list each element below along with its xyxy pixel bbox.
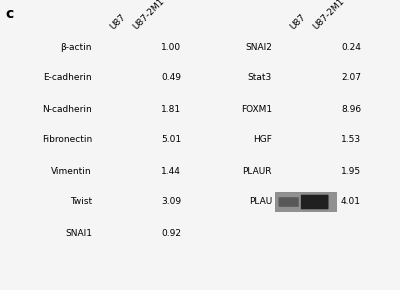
- Text: U87: U87: [289, 12, 308, 31]
- Text: U87-2M1: U87-2M1: [131, 0, 166, 31]
- FancyBboxPatch shape: [302, 101, 328, 117]
- Text: Stat3: Stat3: [248, 73, 272, 82]
- Text: 3.09: 3.09: [161, 197, 181, 206]
- Bar: [95, 68, 157, 88]
- FancyBboxPatch shape: [305, 134, 328, 146]
- Text: 0.92: 0.92: [161, 229, 181, 238]
- FancyBboxPatch shape: [305, 72, 328, 84]
- FancyBboxPatch shape: [128, 72, 147, 84]
- Bar: [275, 161, 337, 181]
- Bar: [95, 99, 157, 119]
- FancyBboxPatch shape: [278, 73, 299, 83]
- Text: 0.24: 0.24: [341, 43, 361, 52]
- FancyBboxPatch shape: [304, 165, 329, 177]
- FancyBboxPatch shape: [98, 135, 119, 145]
- FancyBboxPatch shape: [98, 164, 121, 178]
- FancyBboxPatch shape: [278, 197, 299, 207]
- FancyBboxPatch shape: [100, 197, 121, 207]
- Text: β-actin: β-actin: [60, 43, 92, 52]
- FancyBboxPatch shape: [279, 41, 302, 53]
- FancyBboxPatch shape: [124, 132, 150, 148]
- Text: 0.49: 0.49: [161, 73, 181, 82]
- Text: U87: U87: [109, 12, 128, 31]
- Bar: [95, 161, 157, 181]
- FancyBboxPatch shape: [278, 134, 299, 146]
- Text: SNAI2: SNAI2: [245, 43, 272, 52]
- Bar: [275, 130, 337, 150]
- Text: 4.01: 4.01: [341, 197, 361, 206]
- FancyBboxPatch shape: [101, 72, 120, 84]
- Text: N-cadherin: N-cadherin: [42, 104, 92, 113]
- Text: 1.44: 1.44: [161, 166, 181, 175]
- Text: HGF: HGF: [253, 135, 272, 144]
- Bar: [275, 99, 337, 119]
- Text: 1.81: 1.81: [161, 104, 181, 113]
- Text: U87-2M1: U87-2M1: [311, 0, 346, 31]
- Text: FOXM1: FOXM1: [241, 104, 272, 113]
- FancyBboxPatch shape: [280, 105, 297, 113]
- Text: PLAU: PLAU: [249, 197, 272, 206]
- Text: 2.07: 2.07: [341, 73, 361, 82]
- Text: 1.00: 1.00: [161, 43, 181, 52]
- Text: 8.96: 8.96: [341, 104, 361, 113]
- Bar: [275, 68, 337, 88]
- Text: 5.01: 5.01: [161, 135, 181, 144]
- FancyBboxPatch shape: [278, 166, 299, 176]
- Text: 1.95: 1.95: [341, 166, 361, 175]
- Text: PLAUR: PLAUR: [242, 166, 272, 175]
- FancyBboxPatch shape: [100, 228, 121, 238]
- Bar: [95, 37, 157, 57]
- Text: 1.53: 1.53: [341, 135, 361, 144]
- FancyBboxPatch shape: [301, 195, 328, 209]
- Bar: [275, 192, 337, 212]
- Text: Vimentin: Vimentin: [51, 166, 92, 175]
- Text: Twist: Twist: [70, 197, 92, 206]
- FancyBboxPatch shape: [126, 102, 149, 116]
- FancyBboxPatch shape: [126, 228, 148, 238]
- FancyBboxPatch shape: [98, 41, 123, 53]
- Bar: [275, 37, 337, 57]
- Bar: [95, 192, 157, 212]
- Text: Fibronectin: Fibronectin: [42, 135, 92, 144]
- Bar: [95, 223, 157, 243]
- Text: E-cadherin: E-cadherin: [43, 73, 92, 82]
- FancyBboxPatch shape: [307, 42, 327, 52]
- FancyBboxPatch shape: [126, 41, 151, 53]
- Bar: [95, 130, 157, 150]
- Text: c: c: [5, 7, 13, 21]
- FancyBboxPatch shape: [101, 103, 120, 115]
- FancyBboxPatch shape: [124, 165, 150, 177]
- Text: SNAI1: SNAI1: [65, 229, 92, 238]
- FancyBboxPatch shape: [126, 197, 149, 207]
